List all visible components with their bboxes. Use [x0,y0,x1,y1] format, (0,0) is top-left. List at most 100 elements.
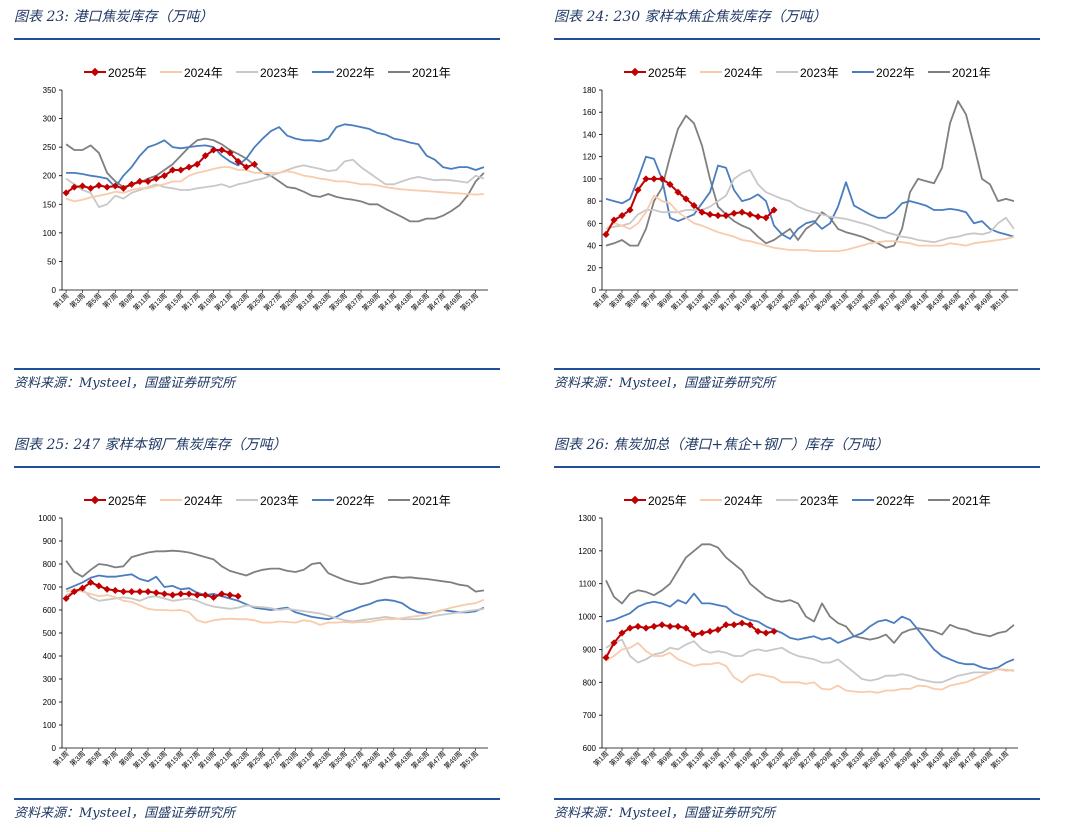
legend-label: 2022年 [876,494,915,508]
series-point-2025 [226,149,234,157]
series-line-2024 [605,641,1015,694]
series-point-2025 [234,157,242,165]
legend-label: 2022年 [876,66,915,80]
x-tick-label: 第51周 [458,749,480,771]
series-point-2025 [706,210,714,218]
series-point-2025 [185,163,193,171]
series-point-2025 [62,594,70,603]
x-tick-label: 第7周 [639,291,658,310]
y-tick-label: 40 [587,242,596,251]
series-line-2025 [65,581,239,600]
legend-label: 2025年 [648,66,687,80]
chart-total-inventory: 2025年 2024年 2023年 2022年 2021年 600 700 800 900 100… [578,494,1018,771]
panel-steel-mill-inventory: 图表 25: 247 家样本钢厂焦炭库存（万吨） 2025年 2024年 2023年… [0,428,500,828]
source-note: 资料来源：Mysteel，国盛证券研究所 [554,806,776,821]
title-rule [554,38,1040,40]
series-point-2025 [762,214,770,222]
series-point-2025 [642,175,650,183]
x-tick-label: 第5周 [623,749,642,768]
series-line-2025 [605,177,775,235]
y-tick-label: 140 [583,130,597,139]
series-point-2025 [119,184,127,192]
legend-label: 2024年 [184,66,223,80]
series-point-2025 [722,621,730,629]
series-point-2025 [626,206,634,214]
series-point-2025 [658,175,666,183]
panel-coking-plant-inventory: 图表 24: 230 家样本焦企焦炭库存（万吨） 2025年 2024年 2023年… [540,0,1040,400]
series-line-2022 [65,573,485,621]
x-tick-label: 第51周 [458,291,480,313]
series-point-2025 [201,591,209,599]
series-point-2025 [103,585,111,593]
y-tick-label: 300 [43,675,57,684]
series-point-2025 [169,166,177,174]
series-line-2022 [605,592,1015,671]
y-tick-label: 0 [52,744,57,753]
series-point-2025 [62,189,70,197]
source-rule [554,368,1040,370]
title-rule [14,466,500,468]
y-tick-label: 150 [43,200,57,209]
y-tick-label: 900 [43,537,57,546]
series-point-2025 [226,591,234,599]
source-rule [14,798,500,800]
series-point-2025 [674,188,682,196]
y-tick-label: 700 [583,711,597,720]
series-point-2025 [144,177,152,185]
series-point-2025 [70,183,78,191]
series-line-2021 [65,549,485,593]
legend-label: 2021年 [952,494,991,508]
series-point-2025 [169,591,177,599]
series-point-2025 [177,590,185,598]
x-tick-label: 第5周 [84,291,103,310]
series-point-2025 [201,152,209,160]
legend-marker [90,67,100,77]
y-tick-label: 0 [52,286,57,295]
series-point-2025 [95,181,103,189]
y-tick-label: 1000 [578,613,596,622]
series-point-2025 [634,622,642,630]
x-tick-label: 第7周 [101,749,120,768]
chart-coking-plant-inventory: 2025年 2024年 2023年 2022年 2021年 0 20 40 60 80 100 120… [583,66,1018,313]
series-point-2025 [103,183,111,191]
y-tick-label: 200 [43,698,57,707]
y-tick-label: 350 [43,86,57,95]
series-line-2021 [605,100,1015,249]
series-line-2023 [65,588,485,623]
chart-title: 图表 24: 230 家样本焦企焦炭库存（万吨） [554,9,827,25]
series-point-2025 [714,212,722,220]
source-note: 资料来源：Mysteel，国盛证券研究所 [14,806,236,821]
source-rule [554,798,1040,800]
x-tick-label: 第3周 [68,291,87,310]
legend-label: 2021年 [952,66,991,80]
source-note: 资料来源：Mysteel，国盛证券研究所 [554,376,776,391]
legend-label: 2022年 [336,494,375,508]
series-point-2025 [193,160,201,168]
series-point-2025 [674,622,682,630]
y-tick-label: 60 [587,219,596,228]
series-point-2025 [706,627,714,635]
series-point-2025 [111,586,119,594]
series-point-2025 [119,588,127,596]
series-point-2025 [136,177,144,185]
legend-label: 2025年 [108,494,147,508]
series-point-2025 [193,591,201,599]
legend-label: 2024年 [724,494,763,508]
x-tick-label: 第51周 [989,749,1011,771]
y-tick-label: 800 [583,678,597,687]
y-tick-label: 700 [43,583,57,592]
series-line-2022 [66,123,485,189]
series-point-2025 [128,180,136,188]
series-point-2025 [762,629,770,637]
chart-title: 图表 25: 247 家样本钢厂焦炭库存（万吨） [14,437,287,453]
source-note: 资料来源：Mysteel，国盛证券研究所 [14,376,236,391]
legend-marker [630,495,640,505]
series-point-2025 [87,184,95,192]
legend-label: 2024年 [184,494,223,508]
y-tick-label: 100 [43,721,57,730]
y-tick-label: 500 [43,629,57,638]
series-point-2025 [738,208,746,216]
y-tick-label: 250 [43,143,57,152]
series-point-2025 [242,163,250,171]
series-point-2025 [738,619,746,627]
